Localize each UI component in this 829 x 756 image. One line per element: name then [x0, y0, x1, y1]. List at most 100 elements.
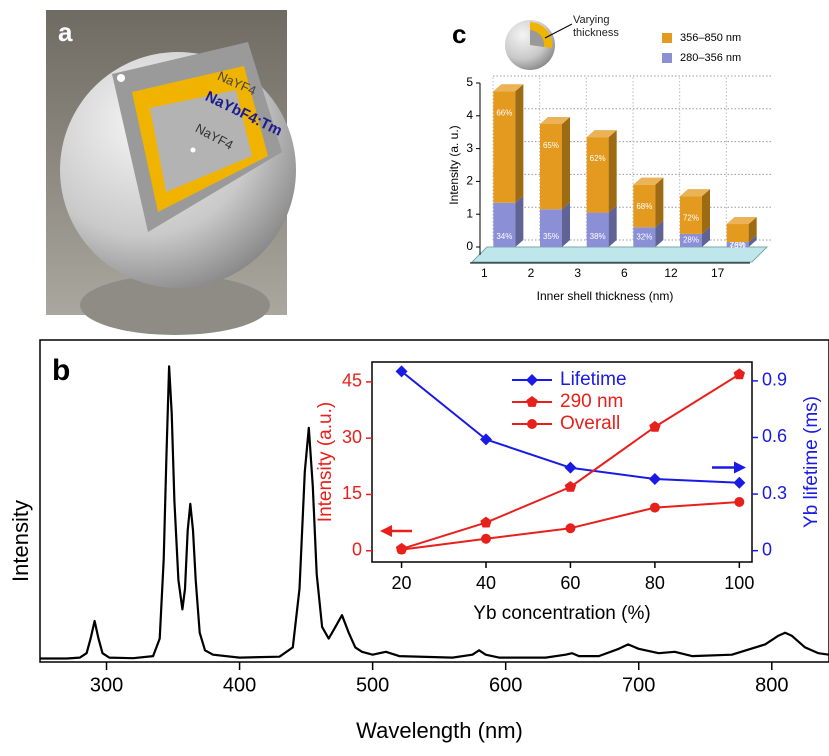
bar-top	[633, 177, 664, 185]
bar-segment	[586, 205, 617, 247]
bar-side-shade	[702, 226, 710, 247]
bar-top-shade	[540, 117, 570, 124]
y-tick-label: 30	[342, 427, 362, 447]
marker	[396, 544, 407, 555]
legend-swatch	[662, 53, 672, 63]
bar-top	[540, 117, 570, 124]
bar-side-shade	[515, 84, 524, 203]
bar-front	[726, 224, 749, 243]
marker	[734, 496, 745, 507]
x-tick-label: 800	[755, 674, 788, 696]
y2-tick-label: 0	[762, 539, 772, 559]
bar-side	[748, 235, 757, 247]
bar-side	[608, 205, 617, 247]
segment-label: 38%	[590, 232, 606, 241]
bar-segment	[586, 130, 617, 213]
floor	[470, 246, 769, 263]
bar-segment	[633, 177, 664, 228]
y-tick-label: 0	[352, 539, 362, 559]
x-tick-label: 100	[724, 573, 754, 593]
marker	[526, 374, 538, 386]
panel-label: a	[58, 17, 73, 47]
bar-side-shade	[748, 217, 757, 243]
y-axis-label: Intensity (a.u.)	[315, 402, 336, 522]
bar-front	[540, 209, 562, 247]
bar-side	[748, 217, 757, 243]
y2-axis-label: Yb lifetime (ms)	[801, 396, 822, 528]
x-tick-label: 3	[574, 266, 581, 280]
bar-side-shade	[562, 202, 570, 247]
y-tick-label: 15	[342, 483, 362, 503]
bar-segment	[680, 226, 710, 247]
x-axis-label: Wavelength (nm)	[356, 718, 523, 743]
bar-front	[633, 227, 656, 247]
shadow	[80, 275, 270, 335]
legend-label: Lifetime	[560, 369, 627, 390]
bar-top	[586, 130, 617, 138]
y-tick-label: 3	[466, 141, 473, 155]
inset-arrows	[380, 525, 412, 537]
x-tick-label: 400	[223, 674, 256, 696]
highlight	[117, 74, 125, 82]
x-tick-label: 500	[356, 674, 389, 696]
marker	[648, 472, 661, 485]
bar-side	[562, 202, 570, 247]
x-tick-label: 300	[90, 674, 123, 696]
segment-label: 24%	[730, 240, 746, 249]
x-tick-label: 700	[622, 674, 655, 696]
bar-top-shade	[680, 189, 710, 197]
segment-label: 76%	[730, 241, 746, 250]
x-tick-label: 2	[528, 266, 535, 280]
bar-segment	[726, 235, 757, 247]
legend-label: Overall	[560, 413, 620, 434]
segment-label: 35%	[543, 232, 559, 241]
bar-side	[608, 130, 617, 213]
bar-top-shade	[586, 130, 617, 138]
marker	[565, 523, 576, 534]
bar-front	[680, 196, 702, 234]
y-tick-label: 1	[466, 206, 473, 220]
x-tick-label: 600	[489, 674, 522, 696]
x-tick-label: 80	[645, 573, 665, 593]
bar-front	[586, 137, 609, 213]
pointer	[544, 23, 573, 39]
marker	[480, 433, 492, 446]
bar-top	[680, 189, 710, 197]
core	[150, 90, 252, 192]
bar-front	[493, 91, 516, 203]
segment-label: 72%	[683, 213, 699, 222]
y2-tick-label: 0.6	[762, 426, 787, 446]
segment-label: 68%	[636, 202, 652, 211]
arrow-head	[734, 461, 746, 474]
bar-side-shade	[608, 130, 617, 213]
bar-top-shade	[726, 217, 757, 225]
y2-tick-label: 0.3	[762, 483, 787, 503]
bar-segment	[493, 84, 524, 203]
arrow-head	[380, 525, 392, 537]
bar-side-shade	[515, 195, 524, 247]
x-tick-label: 1	[481, 266, 488, 280]
bar-side	[655, 220, 664, 247]
bar-side-shade	[748, 235, 757, 247]
bar-front	[493, 202, 516, 247]
legend-label: 290 nm	[560, 391, 623, 412]
bar-front	[633, 184, 656, 228]
marker	[527, 419, 537, 429]
segment-label: 34%	[496, 232, 512, 241]
marker	[649, 502, 660, 513]
bar-top-shade	[493, 84, 524, 92]
bar-side	[702, 226, 710, 247]
legend-label: 356–850 nm	[680, 32, 741, 44]
panel-label: c	[452, 19, 466, 49]
marker	[526, 396, 538, 407]
marker	[649, 420, 661, 432]
bar-segment	[540, 117, 570, 210]
y-tick-label: 45	[342, 371, 362, 391]
panel-label: b	[52, 354, 70, 387]
bar-front	[726, 242, 749, 247]
illustration: a NaYF4 NaYbF4:Tm NaYF4	[46, 10, 296, 335]
bar-segment	[493, 195, 524, 247]
x-tick-label: 20	[392, 573, 412, 593]
